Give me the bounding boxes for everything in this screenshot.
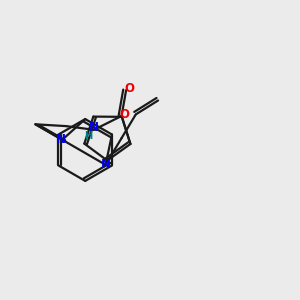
Text: N: N — [56, 133, 66, 146]
Text: O: O — [120, 108, 130, 121]
Text: N: N — [89, 121, 99, 134]
Text: H: H — [85, 131, 93, 141]
Text: O: O — [125, 82, 135, 95]
Text: N: N — [100, 158, 111, 171]
